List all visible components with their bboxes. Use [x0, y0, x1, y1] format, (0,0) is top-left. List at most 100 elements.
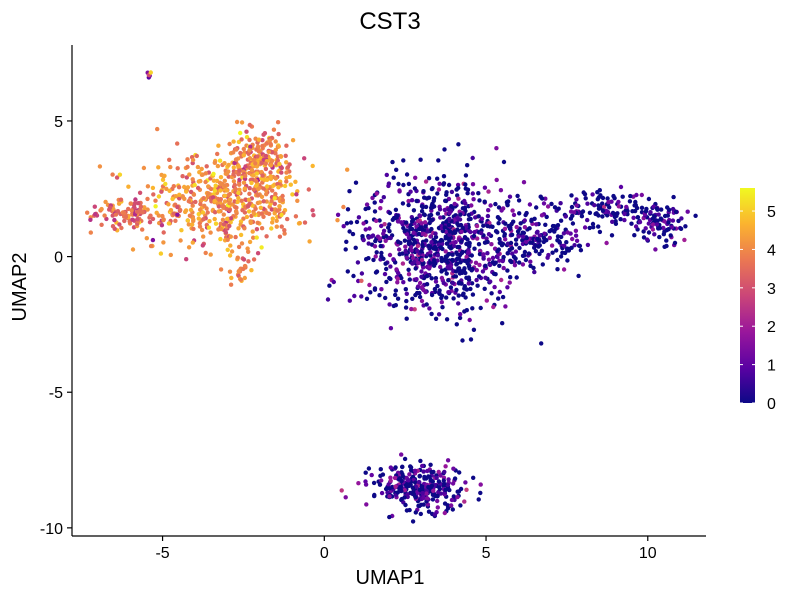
cell-point: [446, 290, 451, 295]
cell-point: [186, 245, 192, 250]
cell-point: [637, 219, 643, 225]
cell-point: [236, 269, 241, 274]
cell-point: [254, 227, 260, 232]
cell-point: [509, 232, 515, 237]
cell-point: [135, 217, 140, 222]
cell-point: [502, 226, 508, 231]
cell-point: [431, 246, 436, 251]
cell-point: [429, 469, 434, 475]
cell-point: [341, 204, 346, 210]
cell-point: [166, 202, 171, 207]
cell-point: [259, 245, 264, 250]
cell-point: [355, 260, 361, 265]
cell-point: [653, 247, 658, 252]
cell-point: [343, 495, 348, 500]
cell-point: [501, 159, 507, 165]
cell-point: [460, 206, 466, 211]
cell-point: [185, 164, 190, 170]
cell-point: [685, 209, 690, 214]
cell-point: [433, 239, 438, 244]
cell-point: [623, 208, 628, 213]
cell-point: [239, 137, 244, 142]
cell-point: [345, 167, 350, 172]
cell-point: [173, 218, 178, 223]
cell-point: [454, 187, 459, 192]
cell-point: [228, 197, 233, 202]
cell-point: [609, 233, 615, 238]
cell-point: [421, 265, 426, 270]
cell-point: [416, 479, 422, 485]
cell-point: [507, 247, 512, 253]
cell-point: [421, 495, 426, 501]
cell-point: [490, 260, 496, 265]
cell-point: [670, 218, 676, 223]
cell-point: [191, 192, 197, 197]
cell-point: [646, 230, 652, 235]
cell-point: [268, 163, 274, 168]
cell-point: [237, 182, 242, 187]
cell-point: [241, 180, 247, 185]
cell-point: [263, 166, 269, 172]
cell-point: [397, 486, 402, 491]
cell-point: [395, 213, 400, 218]
cell-point: [378, 243, 383, 249]
cell-point: [676, 218, 681, 224]
cell-point: [243, 173, 248, 179]
cell-point: [401, 182, 406, 188]
cell-point: [456, 142, 461, 147]
cell-point: [432, 258, 437, 263]
cell-point: [499, 243, 505, 248]
cell-point: [418, 502, 424, 507]
cell-point: [440, 305, 445, 310]
cell-point: [454, 322, 459, 327]
cell-point: [600, 214, 605, 219]
cell-point: [233, 186, 238, 192]
cell-point: [488, 279, 493, 284]
cell-point: [259, 194, 265, 199]
cell-point: [245, 204, 251, 209]
cell-point: [238, 150, 243, 156]
cell-point: [449, 503, 454, 508]
cell-point: [409, 306, 414, 312]
cell-point: [628, 193, 633, 199]
cell-point: [562, 243, 567, 248]
cell-point: [449, 497, 455, 503]
cell-point: [182, 184, 187, 190]
cell-point: [404, 482, 410, 487]
cell-point: [361, 221, 366, 226]
cell-point: [402, 456, 408, 462]
cell-point: [521, 180, 527, 185]
cell-point: [122, 210, 127, 215]
cell-point: [403, 287, 408, 292]
cell-point: [574, 203, 579, 208]
cell-point: [564, 240, 569, 245]
cell-point: [218, 175, 224, 180]
cell-point: [477, 262, 482, 268]
cell-point: [363, 227, 368, 232]
cell-point: [310, 163, 315, 169]
cell-point: [433, 276, 439, 281]
cell-point: [168, 164, 173, 170]
cell-point: [469, 281, 475, 286]
cell-point: [234, 205, 239, 210]
cell-point: [325, 297, 331, 302]
cell-point: [254, 171, 260, 176]
cell-point: [236, 190, 241, 196]
cell-point: [450, 258, 455, 264]
cell-point: [384, 172, 389, 178]
cell-point: [419, 298, 425, 304]
cell-point: [465, 163, 470, 168]
cell-point: [426, 243, 432, 248]
cell-point: [600, 208, 606, 213]
cell-point: [491, 304, 496, 310]
cell-point: [597, 188, 602, 193]
cell-point: [417, 473, 422, 479]
cell-point: [438, 473, 443, 478]
cell-point: [429, 226, 434, 232]
cell-point: [508, 258, 513, 263]
cell-point: [604, 240, 609, 246]
cell-point: [455, 215, 460, 220]
cell-point: [388, 264, 393, 269]
cell-point: [400, 251, 405, 256]
cell-point: [386, 183, 391, 189]
